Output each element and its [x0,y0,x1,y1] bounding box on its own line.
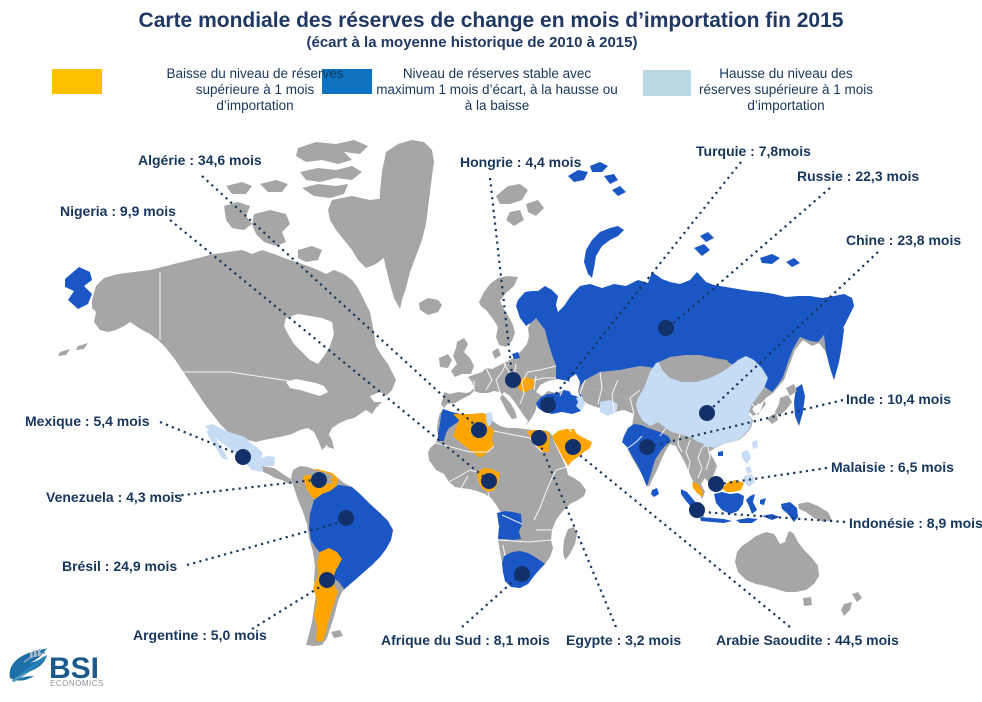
svg-text:Malaisie : 6,5 mois: Malaisie : 6,5 mois [831,459,954,475]
svg-text:Hausse du niveau des: Hausse du niveau des [719,66,853,81]
svg-text:réserves supérieure à 1 mois: réserves supérieure à 1 mois [699,82,873,97]
svg-text:d’importation: d’importation [747,98,824,113]
svg-text:Egypte : 3,2 mois: Egypte : 3,2 mois [566,632,681,648]
svg-text:Hongrie : 4,4 mois: Hongrie : 4,4 mois [460,154,582,170]
svg-text:Argentine : 5,0 mois: Argentine : 5,0 mois [133,627,267,643]
svg-text:Mexique : 5,4 mois: Mexique : 5,4 mois [25,413,150,429]
svg-text:Carte mondiale des réserves de: Carte mondiale des réserves de change en… [139,9,844,32]
svg-text:Indonésie : 8,9 mois: Indonésie : 8,9 mois [849,515,982,531]
svg-text:Arabie Saoudite : 44,5 mois: Arabie Saoudite : 44,5 mois [716,632,899,648]
svg-text:Afrique du Sud : 8,1 mois: Afrique du Sud : 8,1 mois [381,632,550,648]
svg-text:Brésil : 24,9 mois: Brésil : 24,9 mois [62,558,177,574]
svg-text:(écart à la moyenne historique: (écart à la moyenne historique de 2010 à… [307,34,638,51]
svg-text:Algérie : 34,6 mois: Algérie : 34,6 mois [138,152,262,168]
svg-text:BSI: BSI [49,652,99,685]
svg-text:supérieure à 1 mois: supérieure à 1 mois [196,82,315,97]
svg-text:ECONOMICS: ECONOMICS [50,679,104,688]
svg-text:Russie : 22,3 mois: Russie : 22,3 mois [797,168,919,184]
svg-text:Inde : 10,4 mois: Inde : 10,4 mois [846,391,951,407]
svg-text:Chine : 23,8 mois: Chine : 23,8 mois [846,232,961,248]
svg-text:Niveau de réserves stable avec: Niveau de réserves stable avec [403,66,592,81]
svg-text:maximum 1 mois d’écart, à la h: maximum 1 mois d’écart, à la hausse ou [376,82,618,97]
svg-text:Venezuela : 4,3 mois: Venezuela : 4,3 mois [46,489,182,505]
svg-text:à la baisse: à la baisse [465,98,530,113]
svg-text:Nigeria : 9,9 mois: Nigeria : 9,9 mois [60,203,176,219]
svg-text:d’importation: d’importation [216,98,293,113]
svg-text:Baisse du niveau de réserves: Baisse du niveau de réserves [166,66,343,81]
svg-text:Turquie : 7,8mois: Turquie : 7,8mois [696,143,811,159]
